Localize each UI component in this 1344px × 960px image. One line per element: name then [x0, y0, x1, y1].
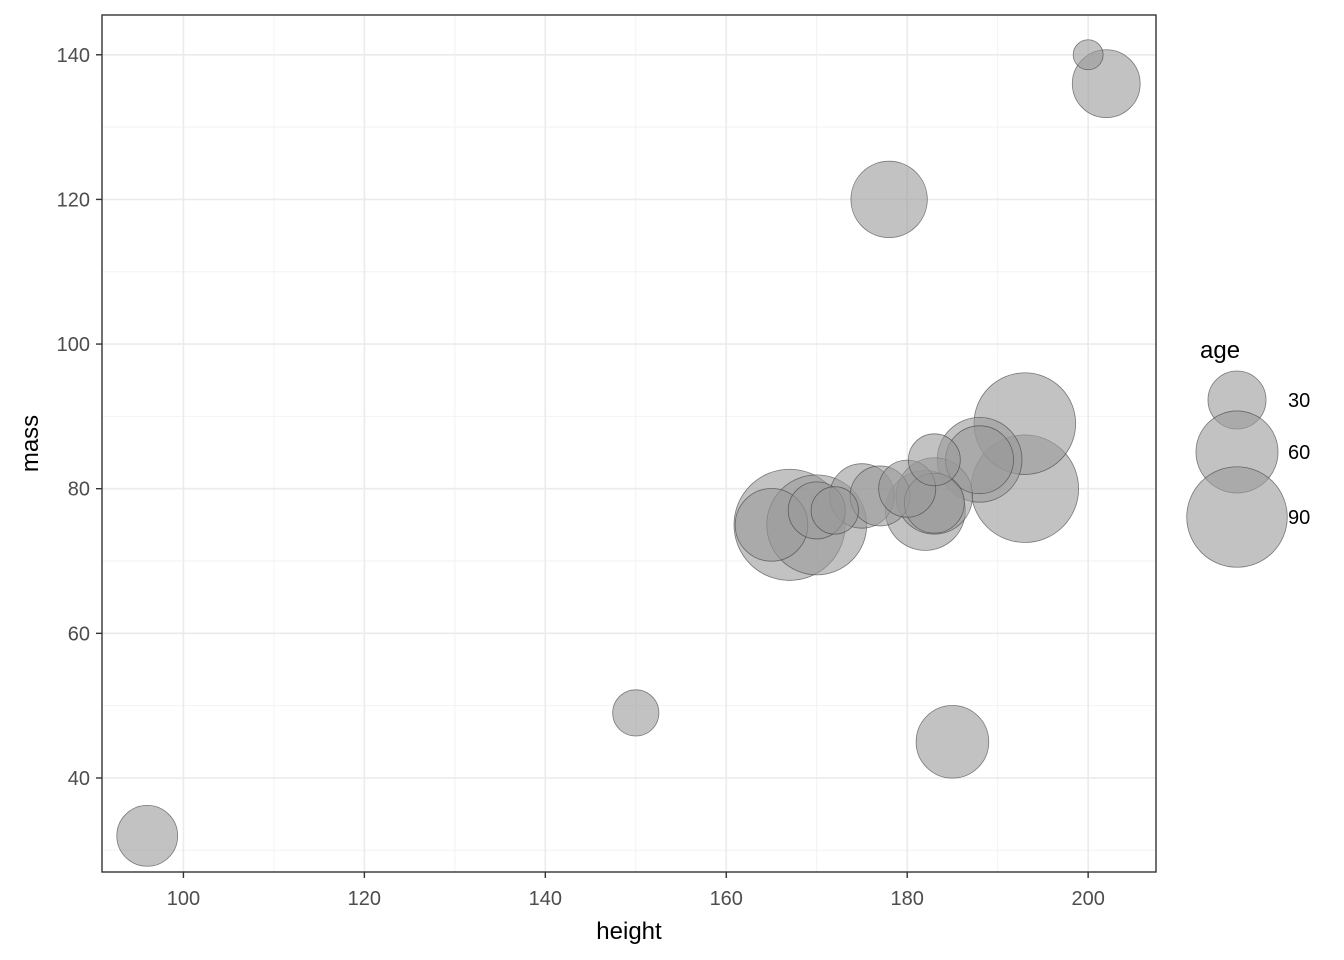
major-gridlines	[102, 15, 1156, 872]
y-tick-label: 140	[57, 45, 90, 67]
x-axis-title: height	[596, 918, 662, 945]
plot-panel-border	[101, 14, 1157, 873]
data-point	[915, 705, 990, 779]
data-point	[1072, 39, 1104, 71]
legend-key	[1186, 466, 1288, 568]
x-axis: 100 120 140 160 180 200	[167, 872, 1105, 910]
y-tick-label: 120	[57, 189, 90, 211]
y-axis-title: mass	[17, 415, 44, 472]
x-tick-label: 160	[710, 888, 743, 910]
legend-label: 60	[1288, 442, 1310, 464]
y-axis: 40 60 80 100 120 140	[57, 45, 102, 790]
legend-label: 30	[1288, 390, 1310, 412]
legend-label: 90	[1288, 507, 1310, 529]
x-tick-label: 200	[1071, 888, 1104, 910]
y-tick-label: 40	[68, 768, 90, 790]
x-tick-label: 120	[348, 888, 381, 910]
y-tick-label: 100	[57, 334, 90, 356]
data-points	[116, 39, 1141, 867]
data-point	[116, 804, 179, 867]
x-tick-label: 140	[529, 888, 562, 910]
x-tick-label: 100	[167, 888, 200, 910]
size-legend: age 30 60 90	[1186, 337, 1310, 568]
y-tick-label: 80	[68, 479, 90, 501]
y-tick-label: 60	[68, 623, 90, 645]
data-point	[850, 160, 928, 239]
data-point	[810, 486, 859, 535]
x-tick-label: 180	[891, 888, 924, 910]
data-point	[907, 433, 961, 487]
legend-title: age	[1200, 337, 1240, 364]
data-point	[612, 689, 660, 737]
